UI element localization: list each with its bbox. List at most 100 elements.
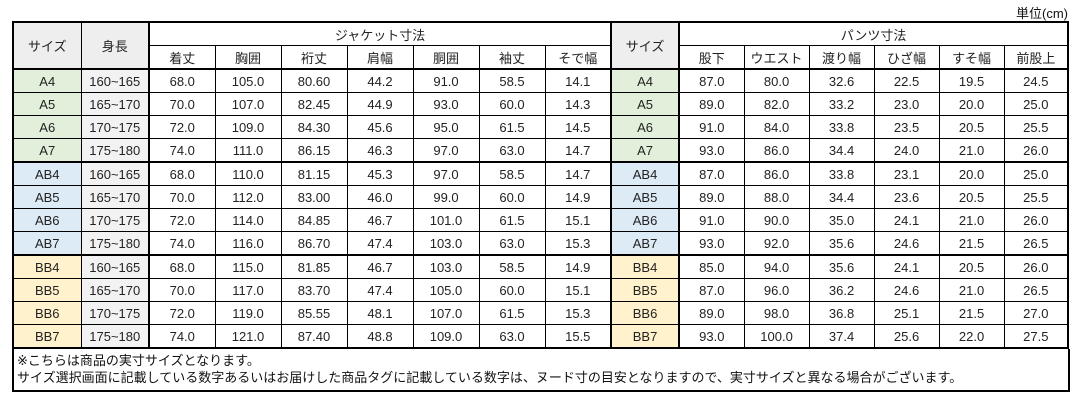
pants-value-cell: 20.5 [938,254,1005,279]
pants-value-cell: 27.5 [1003,324,1069,349]
size-cell: AB4 [12,161,82,186]
jacket-value-cell: 91.0 [412,68,480,93]
pants-value-cell: 32.6 [808,68,875,93]
jacket-value-cell: 105.0 [214,68,282,93]
jacket-value-cell: 44.9 [346,92,414,116]
jacket-value-cell: 15.1 [544,278,612,302]
jacket-column-header: 胸囲 [214,45,282,70]
pants-value-cell: 33.2 [808,92,875,116]
jacket-value-cell: 47.4 [346,231,414,256]
jacket-value-cell: 58.5 [478,161,546,186]
jacket-value-cell: 115.0 [214,254,282,279]
table-row: AB6 170~175 72.0 114.0 84.85 46.7 101.0 61.5 15.… [12,208,1069,232]
size-cell: A7 [610,138,680,163]
jacket-value-cell: 48.1 [346,301,414,325]
size-cell: BB5 [12,278,82,302]
pants-value-cell: 90.0 [743,208,810,232]
height-cell: 160~165 [80,68,150,93]
header-row-columns: 着丈 胸囲 裄丈 肩幅 胴囲 袖丈 そで幅 股下 ウエスト 渡り幅 ひざ幅 すそ… [13,45,1069,70]
jacket-value-cell: 111.0 [214,138,282,163]
jacket-value-cell: 14.1 [544,68,612,93]
pants-column-header: すそ幅 [938,45,1005,70]
pants-value-cell: 20.5 [938,185,1005,209]
jacket-value-cell: 119.0 [214,301,282,325]
size-cell: A6 [12,115,82,139]
height-cell: 175~180 [80,324,150,349]
pants-value-cell: 93.0 [678,324,745,349]
pants-value-cell: 24.6 [873,278,940,302]
size-cell: AB5 [12,185,82,209]
pants-value-cell: 25.0 [1003,161,1069,186]
jacket-value-cell: 63.0 [478,231,546,256]
table-row: AB5 165~170 70.0 112.0 83.00 46.0 99.0 60.0 14.9… [12,185,1069,209]
jacket-value-cell: 48.8 [346,324,414,349]
jacket-value-cell: 110.0 [214,161,282,186]
table-row: A4 160~165 68.0 105.0 80.60 44.2 91.0 58.5 14.1 A… [12,68,1069,93]
pants-value-cell: 25.5 [1003,185,1069,209]
notes-box: ※こちらは商品の実寸サイズとなります。 サイズ選択画面に記載している数字あるいは… [12,349,1070,392]
pants-value-cell: 33.8 [808,115,875,139]
size-cell: AB6 [12,208,82,232]
jacket-value-cell: 58.5 [478,254,546,279]
pants-value-cell: 94.0 [743,254,810,279]
jacket-value-cell: 72.0 [148,301,216,325]
jacket-value-cell: 68.0 [148,161,216,186]
jacket-value-cell: 97.0 [412,161,480,186]
pants-value-cell: 34.4 [808,185,875,209]
height-cell: 165~170 [80,185,150,209]
table-row: A7 175~180 74.0 111.0 86.15 46.3 97.0 63.0 14.7 A… [12,138,1069,163]
jacket-value-cell: 93.0 [412,92,480,116]
size-cell: AB5 [610,185,680,209]
table-row: AB4 160~165 68.0 110.0 81.15 45.3 97.0 58.5 14.7… [12,161,1069,186]
size-cell: BB4 [610,254,680,279]
pants-value-cell: 21.0 [938,138,1005,163]
pants-column-header: 股下 [678,45,745,70]
pants-value-cell: 86.0 [743,161,810,186]
jacket-value-cell: 95.0 [412,115,480,139]
jacket-value-cell: 15.3 [544,301,612,325]
jacket-value-cell: 14.5 [544,115,612,139]
jacket-value-cell: 80.60 [280,68,348,93]
height-column-header: 身長 [80,21,150,70]
jacket-value-cell: 114.0 [214,208,282,232]
pants-column-header: ウエスト [743,45,810,70]
table-row: BB4 160~165 68.0 115.0 81.85 46.7 103.0 58.5 14.… [12,254,1069,279]
pants-value-cell: 20.5 [938,115,1005,139]
pants-value-cell: 91.0 [678,208,745,232]
jacket-value-cell: 72.0 [148,208,216,232]
jacket-column-header: そで幅 [544,45,612,70]
size-chart-page: 単位(cm) サイズ 身長 ジャケット寸法 サイズ パンツ寸法 着丈 胸囲 裄丈… [12,0,1070,392]
pants-value-cell: 24.1 [873,254,940,279]
pants-value-cell: 26.0 [1003,208,1069,232]
header-row-groups: サイズ 身長 ジャケット寸法 サイズ パンツ寸法 [12,21,1069,70]
pants-value-cell: 26.5 [1003,231,1069,256]
size-cell: AB7 [610,231,680,256]
jacket-value-cell: 105.0 [412,278,480,302]
jacket-value-cell: 103.0 [412,254,480,279]
size-cell: A7 [12,138,82,163]
pants-value-cell: 21.0 [938,208,1005,232]
pants-group-header: パンツ寸法 [678,21,1069,46]
pants-value-cell: 23.0 [873,92,940,116]
height-cell: 160~165 [80,254,150,279]
table-row: BB5 165~170 70.0 117.0 83.70 47.4 105.0 60.0 15.… [12,278,1069,302]
pants-value-cell: 86.0 [743,138,810,163]
jacket-value-cell: 112.0 [214,185,282,209]
table-header: サイズ 身長 ジャケット寸法 サイズ パンツ寸法 着丈 胸囲 裄丈 肩幅 胴囲 … [12,21,1069,70]
jacket-value-cell: 84.30 [280,115,348,139]
pants-value-cell: 24.5 [1003,68,1069,93]
table-body: A4 160~165 68.0 105.0 80.60 44.2 91.0 58.5 14.1 A… [12,68,1069,349]
pants-value-cell: 85.0 [678,254,745,279]
jacket-value-cell: 45.6 [346,115,414,139]
pants-value-cell: 80.0 [743,68,810,93]
jacket-column-header: 胴囲 [412,45,480,70]
note-line: サイズ選択画面に記載している数字あるいはお届けした商品タグに記載している数字は、… [17,370,963,385]
pants-value-cell: 36.8 [808,301,875,325]
unit-label: 単位(cm) [1016,6,1068,21]
pants-value-cell: 25.1 [873,301,940,325]
jacket-value-cell: 116.0 [214,231,282,256]
pants-value-cell: 87.0 [678,278,745,302]
jacket-value-cell: 85.55 [280,301,348,325]
table-row: A6 170~175 72.0 109.0 84.30 45.6 95.0 61.5 14.5 A… [12,115,1069,139]
jacket-value-cell: 74.0 [148,231,216,256]
